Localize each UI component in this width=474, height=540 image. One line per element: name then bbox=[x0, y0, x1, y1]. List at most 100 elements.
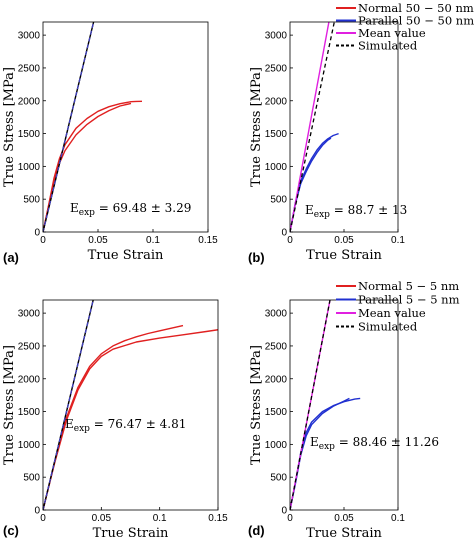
y-tick-label: 3000 bbox=[265, 31, 288, 42]
x-axis-label: True Strain bbox=[93, 526, 169, 540]
x-tick-label: 0 bbox=[287, 513, 293, 524]
annotation-subscript: exp bbox=[79, 208, 95, 218]
y-tick-label: 2500 bbox=[265, 63, 288, 74]
x-tick-label: 0 bbox=[40, 513, 46, 524]
series-line-3 bbox=[290, 22, 330, 232]
y-tick-label: 0 bbox=[34, 228, 40, 239]
y-tick-label: 1000 bbox=[18, 440, 41, 451]
chart-panel-4: 0 500 1000 1500 2000 2500 3000 0 0.05 0.1 True Str… bbox=[248, 279, 460, 540]
y-tick-label: 2500 bbox=[18, 341, 41, 352]
series-line-4 bbox=[290, 22, 335, 232]
x-axis-label: True Strain bbox=[306, 526, 382, 540]
axes-frame bbox=[42, 299, 219, 511]
y-tick-label: 2500 bbox=[18, 63, 41, 74]
y-tick-label: 1000 bbox=[265, 162, 288, 173]
y-tick-label: 500 bbox=[270, 473, 287, 484]
y-tick-label: 1000 bbox=[265, 440, 288, 451]
y-tick-label: 0 bbox=[281, 506, 287, 517]
y-tick-label: 2000 bbox=[265, 96, 288, 107]
series-line-2 bbox=[43, 329, 218, 510]
y-tick-label: 3000 bbox=[18, 31, 41, 42]
x-tick-label: 0.1 bbox=[391, 235, 405, 246]
series-line-4 bbox=[290, 300, 331, 510]
x-tick-label: 0.05 bbox=[334, 513, 354, 524]
panel-label: (b) bbox=[248, 250, 265, 265]
series-line-4 bbox=[43, 300, 94, 510]
series-group bbox=[43, 300, 218, 510]
modulus-annotation: Eexp = 76.47 ± 4.81 bbox=[65, 417, 186, 434]
x-tick-label: 0.1 bbox=[153, 513, 167, 524]
y-tick-label: 1500 bbox=[265, 407, 288, 418]
x-tick-label: 0.05 bbox=[334, 235, 354, 246]
annotation-base: E bbox=[70, 201, 79, 215]
x-axis-label: True Strain bbox=[306, 248, 382, 263]
legend-label: Mean value bbox=[358, 26, 426, 40]
y-tick-label: 1500 bbox=[18, 129, 41, 140]
x-tick-label: 0.1 bbox=[146, 235, 160, 246]
panel-label: (d) bbox=[248, 523, 265, 538]
y-tick-label: 500 bbox=[23, 195, 40, 206]
y-tick-label: 2000 bbox=[18, 374, 41, 385]
y-axis-label: True Stress [MPa] bbox=[249, 345, 264, 465]
y-tick-label: 0 bbox=[34, 506, 40, 517]
modulus-annotation: Eexp = 88.46 ± 11.26 bbox=[310, 435, 439, 452]
y-tick-label: 2000 bbox=[18, 96, 41, 107]
y-tick-label: 500 bbox=[270, 195, 287, 206]
y-axis-label: True Stress [MPa] bbox=[2, 345, 17, 465]
x-tick-label: 0.15 bbox=[198, 235, 218, 246]
modulus-annotation: Eexp = 69.48 ± 3.29 bbox=[70, 201, 191, 218]
y-tick-label: 0 bbox=[281, 228, 287, 239]
annotation-value: = 76.47 ± 4.81 bbox=[90, 417, 186, 431]
legend-label: Simulated bbox=[358, 320, 418, 334]
modulus-annotation: Eexp = 88.7 ± 13 bbox=[305, 203, 407, 220]
legend-label: Simulated bbox=[358, 39, 418, 53]
series-line-1 bbox=[43, 324, 184, 510]
legend-label: Mean value bbox=[358, 306, 426, 320]
legend-label: Parallel 5 − 5 nm bbox=[358, 293, 460, 307]
y-tick-label: 3000 bbox=[18, 309, 41, 320]
axes-frame bbox=[42, 21, 209, 233]
x-tick-label: 0 bbox=[40, 235, 46, 246]
y-tick-label: 2500 bbox=[265, 341, 288, 352]
y-tick-label: 1000 bbox=[18, 162, 41, 173]
y-tick-label: 2000 bbox=[265, 374, 288, 385]
series-line-4 bbox=[43, 22, 95, 232]
legend-label: Normal 5 − 5 nm bbox=[358, 279, 459, 293]
chart-panel-3: 0 500 1000 1500 2000 2500 3000 0 0.05 0.1 0.15 True… bbox=[2, 299, 228, 540]
chart-panel-2: 0 500 1000 1500 2000 2500 3000 0 0.05 0.1 True Str… bbox=[248, 1, 474, 265]
panel-label: (c) bbox=[3, 523, 19, 538]
panel-label: (a) bbox=[3, 250, 19, 265]
annotation-base: E bbox=[305, 203, 314, 217]
x-tick-label: 0 bbox=[287, 235, 293, 246]
y-tick-label: 1500 bbox=[18, 407, 41, 418]
x-tick-label: 0.05 bbox=[92, 513, 112, 524]
annotation-value: = 88.7 ± 13 bbox=[330, 203, 407, 217]
y-tick-label: 3000 bbox=[265, 309, 288, 320]
series-line-2 bbox=[43, 102, 132, 232]
annotation-value: = 88.46 ± 11.26 bbox=[335, 435, 439, 449]
annotation-base: E bbox=[65, 417, 74, 431]
y-axis-label: True Stress [MPa] bbox=[2, 67, 17, 187]
axes-frame bbox=[289, 21, 399, 233]
series-line-1 bbox=[43, 100, 143, 232]
series-group bbox=[43, 22, 143, 232]
series-group bbox=[290, 300, 361, 510]
x-tick-label: 0.05 bbox=[88, 235, 108, 246]
legend-label: Normal 50 − 50 nm bbox=[358, 1, 474, 15]
legend-label: Parallel 50 − 50 nm bbox=[358, 14, 474, 28]
x-tick-label: 0.15 bbox=[208, 513, 228, 524]
annotation-base: E bbox=[310, 435, 319, 449]
x-tick-label: 0.1 bbox=[391, 513, 405, 524]
annotation-value: = 69.48 ± 3.29 bbox=[95, 201, 191, 215]
y-tick-label: 1500 bbox=[265, 129, 288, 140]
annotation-subscript: exp bbox=[74, 424, 90, 434]
annotation-subscript: exp bbox=[314, 210, 330, 220]
y-tick-label: 500 bbox=[23, 473, 40, 484]
series-group bbox=[290, 22, 339, 232]
y-axis-label: True Stress [MPa] bbox=[249, 67, 264, 187]
x-axis-label: True Strain bbox=[88, 248, 164, 263]
annotation-subscript: exp bbox=[319, 442, 335, 452]
